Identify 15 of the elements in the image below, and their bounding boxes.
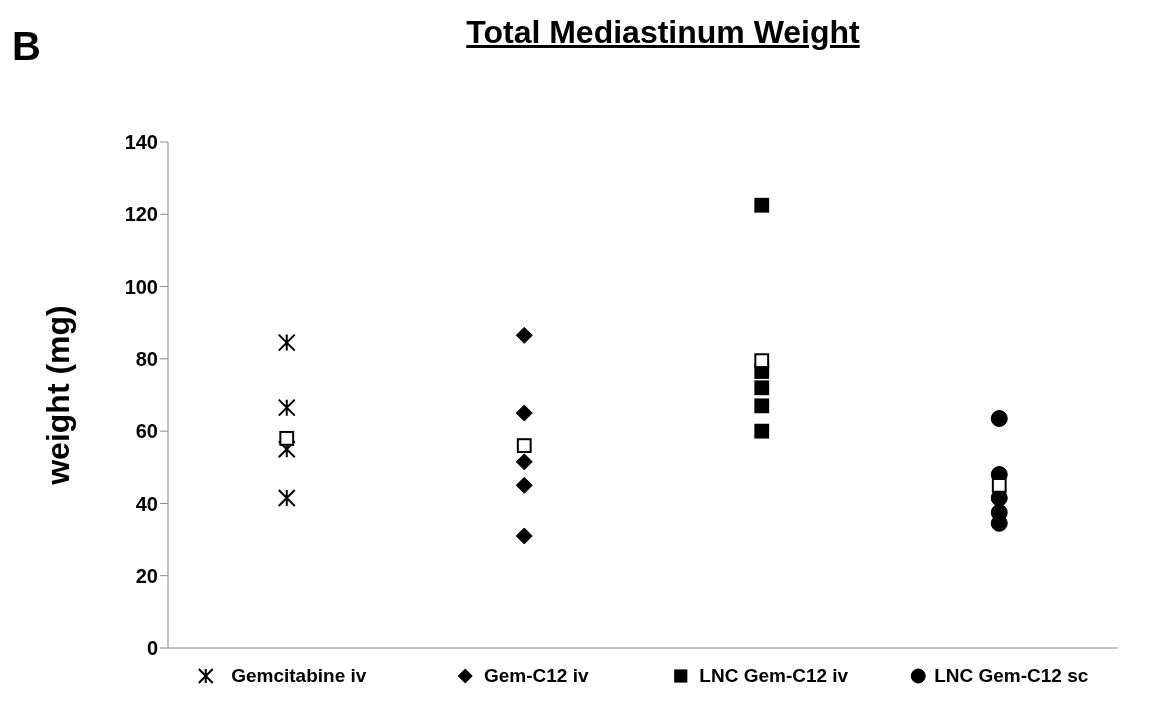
text: B <box>12 24 41 69</box>
y-tick-label: 60 <box>135 420 158 443</box>
y-tick-label: 140 <box>124 131 158 154</box>
chart-title: Total Mediastinum Weight <box>466 14 860 50</box>
y-tick-label: 0 <box>146 637 158 660</box>
y-tick-label: 120 <box>124 203 158 226</box>
x-tick-label: LNC Gem-C12 iv <box>699 665 849 686</box>
y-tick-label: 20 <box>135 564 158 587</box>
y-tick-label: 80 <box>135 347 158 370</box>
x-tick-label: Gemcitabine iv <box>231 665 367 686</box>
y-axis-title: weight (mg) <box>40 305 77 486</box>
x-tick-label: Gem-C12 iv <box>483 665 589 686</box>
y-tick-label: 100 <box>124 275 158 298</box>
x-tick-label: LNC Gem-C12 sc <box>934 665 1089 686</box>
y-tick-label: 40 <box>135 492 158 515</box>
